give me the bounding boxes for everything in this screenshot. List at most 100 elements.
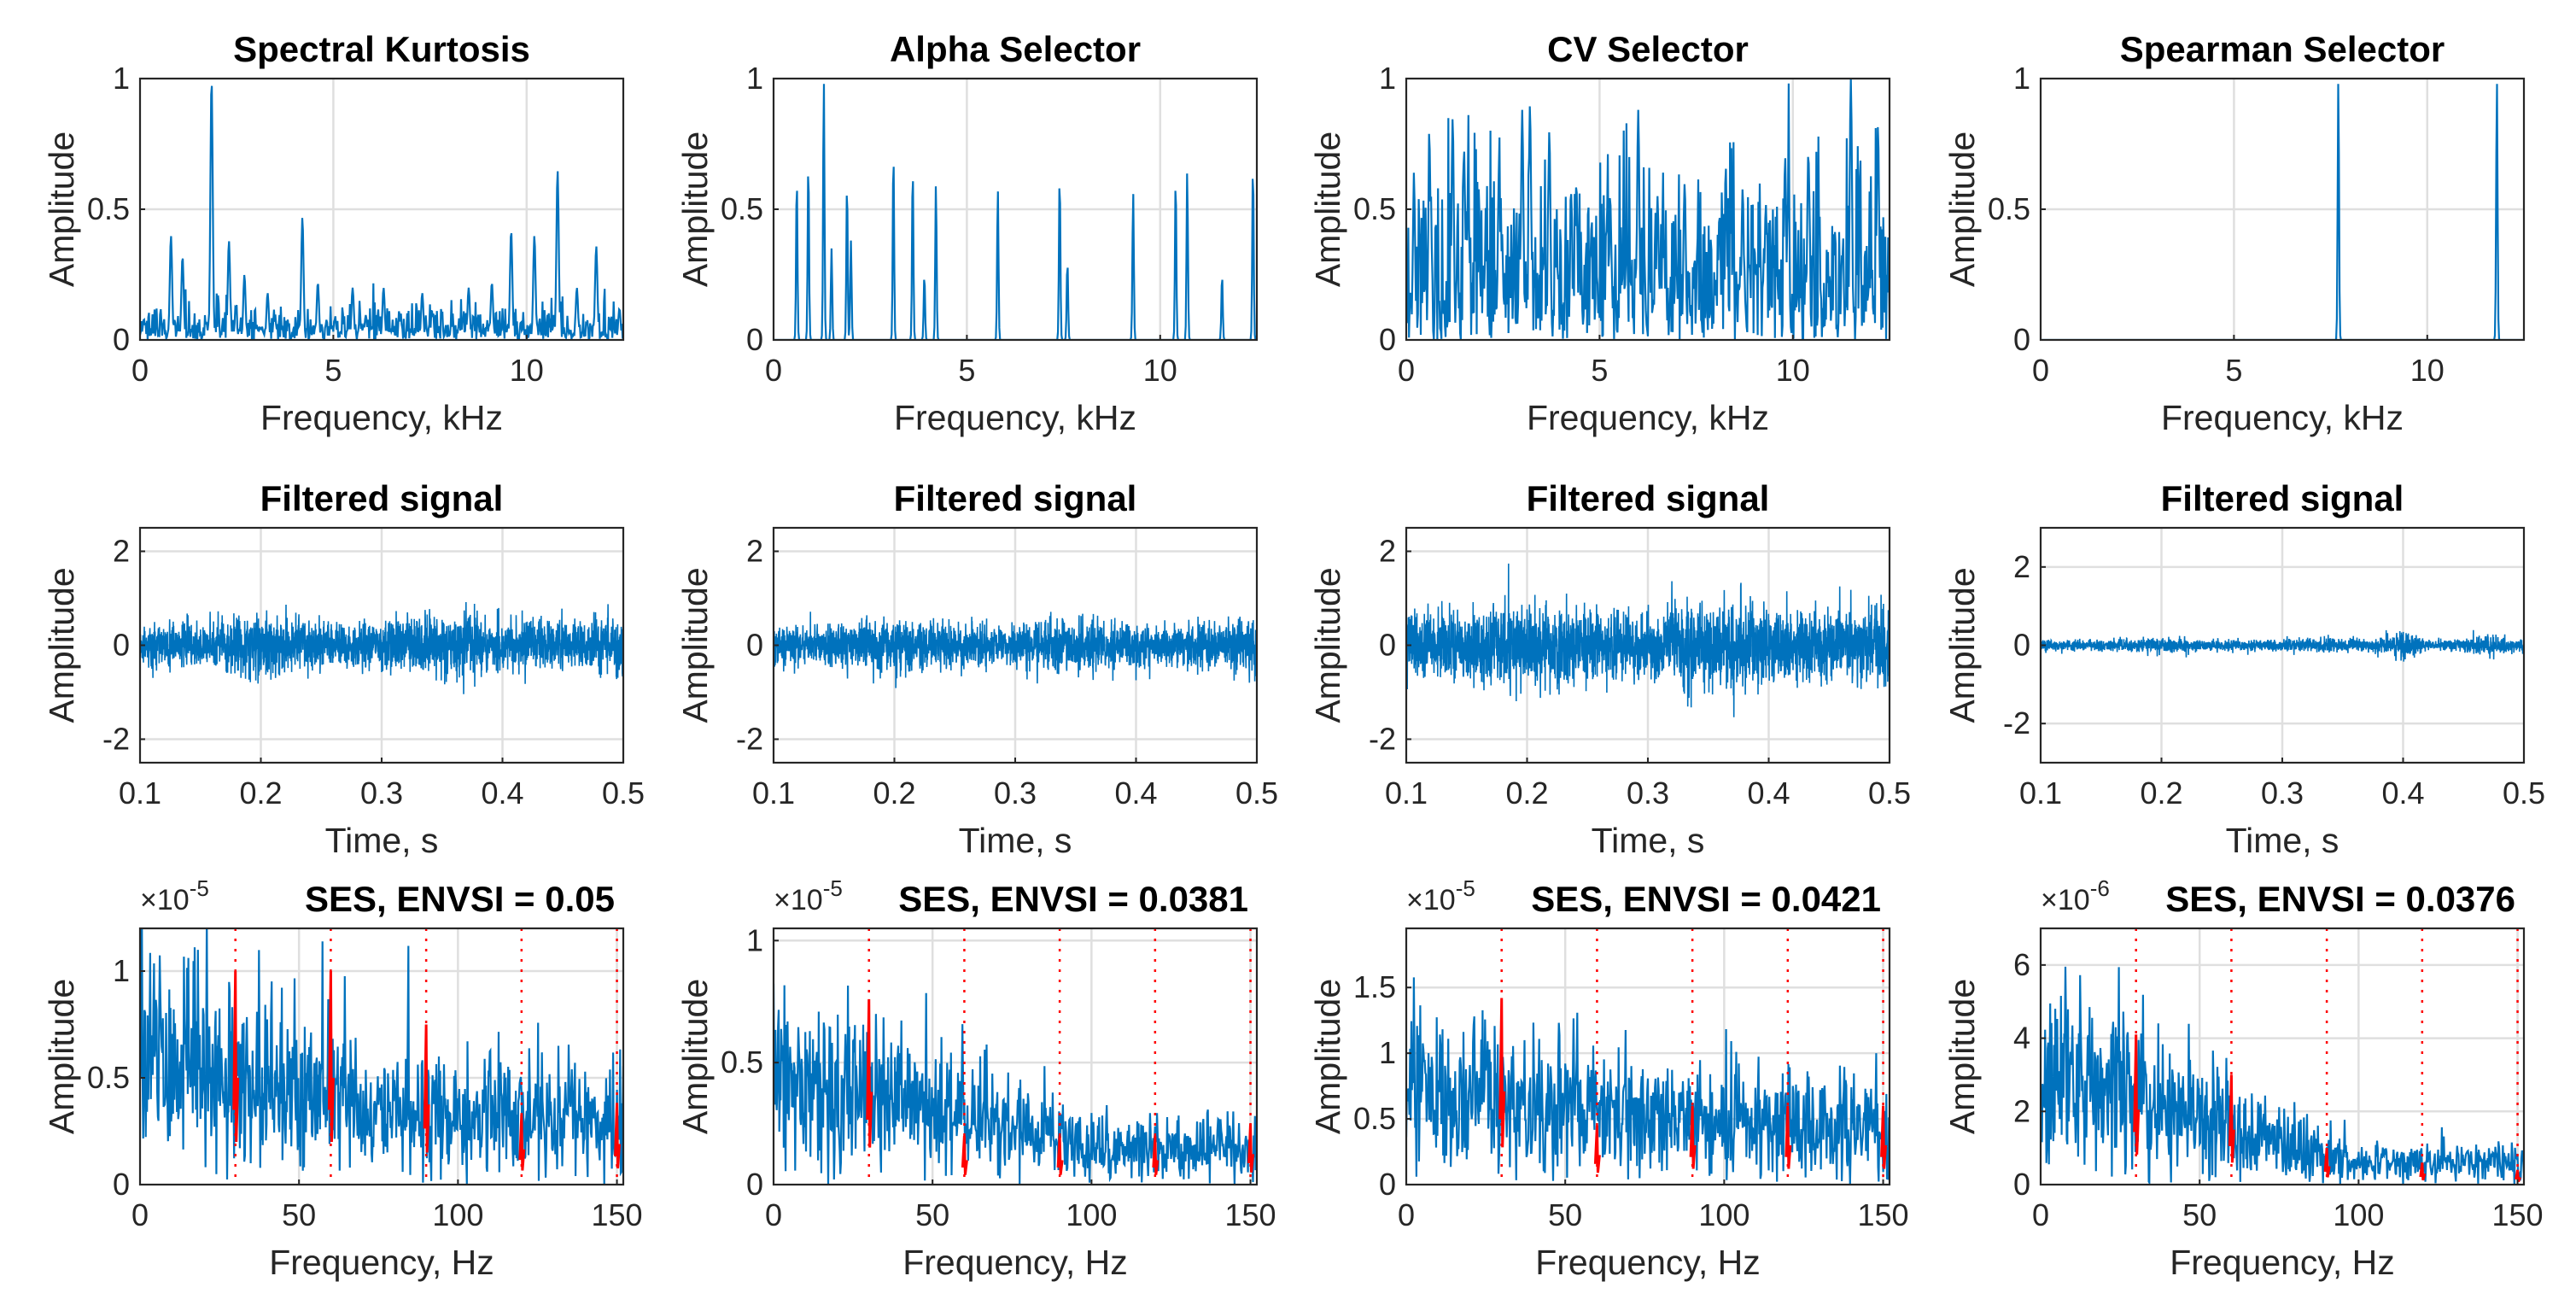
y-tick-label: 0 [2013,1167,2030,1202]
signal-line [2041,629,2524,662]
y-axis-exponent: ×10-5 [1406,875,1475,916]
subplot-envelope-2: 0 50 100 150 0 0.5 1 Frequency, Hz Amplitude ×10-… [675,875,1276,1282]
y-tick-label: 1.5 [1353,969,1396,1004]
subplot-title: SES, ENVSI = 0.0381 [898,879,1248,919]
subplot-title: Spearman Selector [2120,29,2445,69]
y-tick-label: 2 [746,534,763,569]
y-axis-exponent: ×10-5 [140,875,209,916]
y-tick-label: 1 [1379,61,1396,96]
y-tick-label: 2 [113,534,130,569]
y-tick-label: 0 [1379,628,1396,663]
exponent-power: -6 [2090,875,2110,901]
y-tick-label: 0.5 [87,1060,130,1095]
x-tick-label: 0.3 [2261,775,2304,811]
signal-line [1406,563,1890,717]
harmonic-peak [1056,1135,1064,1175]
y-axis-label: Amplitude [1308,567,1347,723]
x-tick-label: 0 [765,1197,782,1232]
x-axis-label: Frequency, Hz [1535,1243,1761,1282]
harmonic-peak [2133,1034,2141,1155]
x-tick-label: 0.3 [360,775,403,811]
y-tick-label: 0.5 [1353,1101,1396,1136]
subplot-spectrum-3: 0 5 10 0 0.5 1 Frequency, kHz Amplitude CV Selec… [1308,29,1891,437]
y-axis-label: Amplitude [1308,979,1347,1134]
x-tick-label: 0.1 [1385,775,1428,811]
subplot-title: Spectral Kurtosis [233,29,530,69]
x-axis-label: Frequency, kHz [260,398,503,437]
subplot-spectrum-1: 0 5 10 0 0.5 1 Frequency, kHz Amplitude Spectral… [42,29,625,437]
axes-box [1405,927,1891,1186]
subplot-spectrum-4: 0 5 10 0 0.5 1 Frequency, kHz Amplitude Spearman… [1942,29,2526,437]
y-tick-label: 2 [2013,1093,2030,1128]
y-tick-label: -2 [102,722,130,757]
x-tick-label: 0.2 [2140,775,2182,811]
x-tick-label: 50 [282,1197,316,1232]
axes-box [772,927,1259,1186]
harmonic-peak [1498,998,1506,1148]
harmonic-peak [1593,1125,1601,1173]
x-tick-label: 0 [131,1197,149,1232]
y-tick-label: 1 [746,61,763,96]
y-tick-label: 2 [1379,534,1396,569]
x-tick-label: 5 [2225,353,2242,388]
subplot-title: Filtered signal [260,478,504,518]
exponent-base: ×10 [1406,884,1456,916]
x-tick-label: 50 [915,1197,949,1232]
axes-box [138,927,625,1186]
x-tick-label: 0.5 [1235,775,1278,811]
x-tick-label: 0 [2032,353,2049,388]
signal-line [140,928,623,1185]
exponent-power: -5 [190,875,209,901]
harmonic-peak [232,970,240,1143]
y-tick-label: 6 [2013,947,2030,982]
x-tick-label: 0.5 [1868,775,1911,811]
signal-line [2041,966,2524,1185]
x-tick-label: 0.1 [2019,775,2062,811]
y-tick-label: 0 [2013,628,2030,663]
x-tick-label: 0.4 [1114,775,1157,811]
harmonic-peak [2228,1074,2235,1163]
y-tick-label: 1 [1379,1035,1396,1070]
harmonic-peak [1880,1105,1888,1169]
harmonic-peak [2323,1148,2331,1178]
y-tick-label: 0.5 [721,191,763,226]
x-tick-label: 0.4 [2381,775,2424,811]
axes-box [2039,927,2526,1186]
subplot-title: Alpha Selector [890,29,1141,69]
harmonic-peak [423,1024,430,1153]
y-tick-label: 1 [113,953,130,988]
signal-line [140,85,623,340]
x-tick-label: 50 [1548,1197,1582,1232]
signal-line [2041,84,2524,340]
y-tick-label: 0 [746,322,763,357]
x-tick-label: 10 [1143,353,1177,388]
subplot-title: Filtered signal [2161,478,2404,518]
x-tick-label: 10 [2410,353,2445,388]
y-axis-exponent: ×10-6 [2041,875,2110,916]
x-tick-label: 0.1 [752,775,795,811]
x-tick-label: 0 [2032,1197,2049,1232]
y-tick-label: 1 [113,61,130,96]
x-tick-label: 0.5 [602,775,645,811]
x-tick-label: 0.1 [119,775,161,811]
x-axis-label: Frequency, Hz [269,1243,494,1282]
harmonic-peak [2515,1169,2521,1183]
subplot-title: Filtered signal [894,478,1137,518]
x-tick-label: 0.5 [2503,775,2545,811]
y-axis-label: Amplitude [675,979,715,1134]
x-tick-label: 0 [765,353,782,388]
exponent-power: -5 [1456,875,1475,901]
y-axis-label: Amplitude [1942,567,1982,723]
y-axis-label: Amplitude [1942,979,1982,1134]
x-axis-label: Frequency, kHz [894,398,1136,437]
x-tick-label: 0.2 [1505,775,1548,811]
x-axis-label: Frequency, Hz [902,1243,1128,1282]
y-axis-label: Amplitude [675,567,715,723]
y-tick-label: 1 [746,922,763,957]
y-tick-label: 1 [2013,61,2030,96]
subplot-envelope-1: 0 50 100 150 0 0.5 1 Frequency, Hz Amplitude ×10-… [42,875,643,1282]
x-tick-label: 0.2 [873,775,915,811]
x-tick-label: 100 [1698,1197,1749,1232]
y-tick-label: 4 [2013,1021,2030,1056]
x-axis-label: Time, s [2226,821,2339,860]
